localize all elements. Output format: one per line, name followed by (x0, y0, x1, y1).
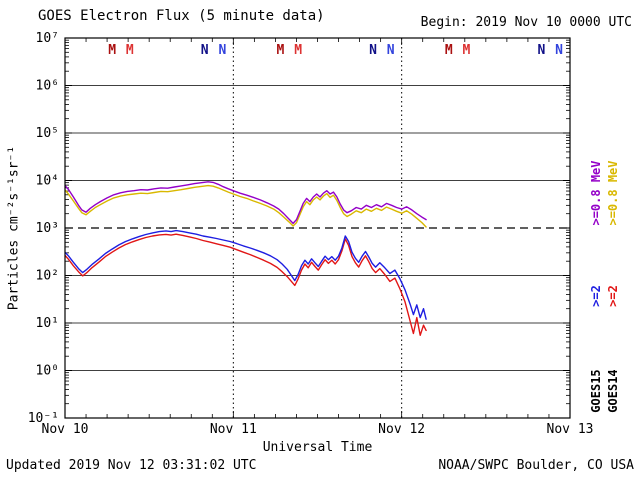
x-axis-label: Universal Time (262, 440, 373, 455)
svg-text:>=0.8 MeV: >=0.8 MeV (606, 160, 620, 225)
svg-text:10²: 10² (36, 269, 59, 284)
svg-text:Nov 13: Nov 13 (547, 422, 594, 437)
plot-border (64, 37, 571, 419)
svg-text:M: M (126, 43, 134, 58)
svg-text:10⁷: 10⁷ (36, 31, 59, 46)
svg-text:10⁶: 10⁶ (36, 79, 59, 94)
svg-text:>=2: >=2 (606, 285, 620, 307)
svg-text:10³: 10³ (36, 221, 59, 236)
svg-text:10⁴: 10⁴ (36, 174, 59, 189)
series-goes14-2-mev (65, 233, 427, 336)
series-goes14-0-8-mev (65, 184, 427, 228)
svg-text:Nov 11: Nov 11 (210, 422, 257, 437)
credit-text: NOAA/SWPC Boulder, CO USA (438, 458, 634, 473)
svg-text:GOES15: GOES15 (589, 369, 603, 412)
series-goes15-0-8-mev (65, 181, 427, 225)
updated-timestamp: Updated 2019 Nov 12 03:31:02 UTC (6, 458, 257, 473)
svg-text:N: N (387, 43, 395, 58)
svg-text:Nov 12: Nov 12 (378, 422, 425, 437)
svg-text:N: N (537, 43, 545, 58)
flux-series (65, 181, 427, 336)
svg-text:N: N (218, 43, 226, 58)
svg-text:GOES14: GOES14 (606, 369, 620, 412)
svg-text:10⁻¹: 10⁻¹ (28, 411, 59, 426)
svg-text:Nov 10: Nov 10 (42, 422, 89, 437)
svg-text:N: N (369, 43, 377, 58)
begin-timestamp: Begin: 2019 Nov 10 0000 UTC (420, 15, 632, 30)
chart-title: GOES Electron Flux (5 minute data) (38, 8, 325, 24)
legend: >=0.8 MeV >=0.8 MeV >=2 >=2 GOES15 GOES14 (589, 160, 620, 412)
svg-text:10⁰: 10⁰ (36, 364, 59, 379)
svg-text:10¹: 10¹ (36, 316, 59, 331)
svg-text:M: M (463, 43, 471, 58)
series-goes15-2-mev (65, 229, 427, 320)
svg-text:>=0.8 MeV: >=0.8 MeV (589, 160, 603, 225)
svg-text:N: N (555, 43, 563, 58)
svg-text:10⁵: 10⁵ (36, 126, 59, 141)
svg-text:N: N (201, 43, 209, 58)
svg-text:M: M (108, 43, 116, 58)
svg-text:M: M (294, 43, 302, 58)
gridlines (65, 38, 570, 418)
svg-text:M: M (277, 43, 285, 58)
svg-text:M: M (445, 43, 453, 58)
svg-text:>=2: >=2 (589, 285, 603, 307)
